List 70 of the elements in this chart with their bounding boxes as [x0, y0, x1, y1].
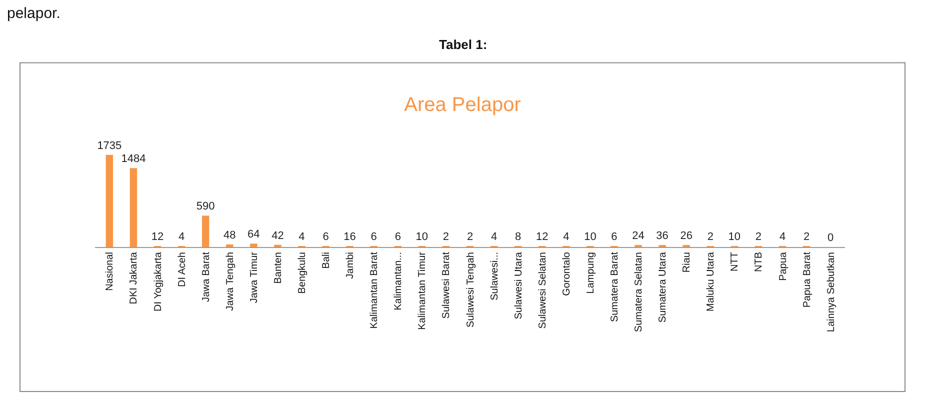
data-label: 2 — [755, 231, 762, 243]
data-label: 2 — [803, 231, 810, 243]
bar — [226, 244, 234, 247]
data-label: 2 — [707, 231, 714, 243]
x-tick-label: Sulawesi Utara — [513, 252, 524, 320]
x-tick-label: Sulawesi Tengah — [465, 252, 476, 328]
x-tick-label: Sumatera Barat — [609, 252, 620, 322]
data-label: 6 — [611, 231, 618, 243]
x-tick-label: Maluku Utara — [706, 252, 717, 312]
x-tick-label: Sumatera Selatan — [634, 252, 645, 332]
data-label: 10 — [416, 231, 428, 243]
data-label: 590 — [196, 200, 215, 213]
bar — [130, 168, 138, 247]
data-label: 24 — [632, 230, 644, 242]
x-tick-label: DI Aceh — [176, 252, 188, 288]
data-label: 10 — [584, 231, 596, 243]
data-label: 6 — [394, 231, 401, 243]
x-tick-label: Banten — [272, 252, 284, 284]
x-tick-label: Lampung — [585, 252, 596, 294]
data-label: 2 — [442, 231, 450, 243]
data-label: 8 — [515, 231, 522, 243]
bar — [106, 154, 114, 247]
data-label: 26 — [680, 230, 692, 242]
data-label: 1484 — [121, 153, 146, 166]
x-tick-label: Sumatera Utara — [658, 252, 669, 323]
data-label: 36 — [656, 230, 668, 242]
x-tick-label: Nasional — [104, 252, 116, 291]
data-label: 4 — [779, 231, 786, 243]
data-label: 10 — [728, 231, 741, 243]
x-tick-label: Kalimantan... — [393, 252, 404, 310]
data-label: 4 — [490, 231, 498, 243]
x-tick-label: Bali — [321, 252, 332, 269]
x-tick-label: Sulawesi Barat — [441, 252, 452, 319]
data-label: 0 — [828, 232, 834, 244]
x-tick-label: NTB — [754, 252, 765, 272]
bar — [250, 244, 258, 247]
data-label: 48 — [223, 229, 236, 242]
data-label: 6 — [322, 231, 329, 243]
x-tick-label: Papua — [778, 252, 789, 281]
x-tick-label: Jawa Timur — [248, 251, 260, 304]
data-label: 6 — [370, 231, 377, 243]
x-tick-label: DI Yogjakarta — [152, 252, 164, 312]
data-label: 16 — [344, 231, 356, 243]
data-label: 12 — [536, 231, 548, 243]
data-label: 2 — [466, 231, 474, 243]
data-label: 4 — [298, 231, 305, 243]
data-label: 64 — [248, 228, 260, 241]
data-label: 42 — [272, 230, 284, 242]
text: pelapor. — [7, 5, 60, 22]
data-label: 4 — [178, 231, 185, 243]
data-label: 4 — [563, 231, 570, 243]
x-tick-label: Sulawesi Selatan — [537, 252, 548, 329]
x-tick-label: Sulawesi... — [489, 252, 500, 300]
chart-title: Area Pelapor — [404, 94, 522, 116]
text: Tabel 1: — [439, 37, 488, 52]
x-tick-label: Kalimantan Timur — [417, 251, 428, 330]
data-label: 12 — [151, 231, 164, 243]
x-tick-label: NTT — [730, 252, 741, 272]
data-label: 1735 — [97, 140, 122, 152]
x-tick-label: Jambi — [345, 252, 356, 279]
x-tick-label: Jawa Tengah — [224, 252, 236, 311]
x-tick-label: Jawa Barat — [200, 252, 212, 302]
x-tick-label: Kalimantan Barat — [369, 252, 380, 329]
bar — [202, 216, 210, 247]
x-tick-label: Papua Barat — [802, 252, 813, 308]
x-tick-label: Gorontalo — [561, 252, 572, 296]
x-tick-label: Lainnya Sebutkan — [826, 252, 837, 332]
x-tick-label: Riau — [682, 252, 693, 273]
x-tick-label: Bengkulu — [296, 252, 308, 294]
x-tick-label: DKI Jakarta — [128, 252, 140, 304]
